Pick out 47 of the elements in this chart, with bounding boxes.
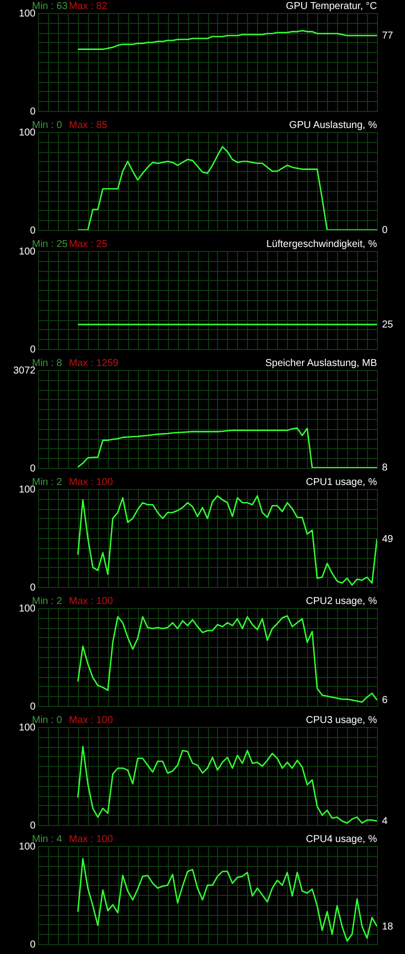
y-tick-label: 0: [30, 344, 36, 356]
line-series: [77, 615, 377, 703]
y-tick-label: 100: [18, 8, 36, 20]
text: 4: [382, 816, 388, 828]
y-tick-label: 100: [18, 722, 36, 734]
text: Max : 82: [69, 1, 108, 12]
text: 25: [382, 320, 394, 330]
line-series: [77, 746, 377, 824]
chart-title: CPU4 usage, %: [306, 834, 378, 845]
text: 18: [382, 921, 394, 932]
text: 49: [382, 534, 394, 545]
chart-title: CPU1 usage, %: [306, 477, 378, 488]
text: 0: [382, 225, 388, 236]
y-tick-label: 0: [30, 820, 36, 832]
chart-title: CPU3 usage, %: [306, 715, 378, 726]
text: Max : 100: [69, 715, 114, 726]
text: Max : 1259: [69, 358, 119, 369]
line-series: [77, 495, 377, 586]
y-tick-label: 0: [30, 582, 36, 594]
line-series: [77, 146, 377, 230]
text: 6: [382, 695, 388, 706]
chart-title: GPU Temperatur, °C: [286, 1, 377, 12]
y-tick-label: 100: [18, 484, 36, 496]
text: Max : 85: [69, 120, 108, 131]
y-tick-label: 0: [30, 702, 36, 712]
chart-title: GPU Auslastung, %: [289, 120, 378, 131]
y-tick-label: 0: [30, 226, 36, 236]
chart-title: CPU2 usage, %: [306, 596, 378, 607]
y-tick-label: 0: [30, 940, 36, 950]
y-tick-label: 100: [18, 246, 36, 258]
text: Max : 25: [69, 239, 108, 250]
chart-title: Speicher Auslastung, MB: [265, 358, 378, 369]
text: 8: [382, 462, 388, 474]
chart-title: Lüftergeschwindigkeit, %: [266, 239, 378, 250]
y-tick-label: 3072: [13, 366, 36, 376]
line-series: [77, 30, 377, 50]
text: Max : 100: [69, 596, 114, 607]
line-series: [77, 427, 377, 468]
text: Max : 100: [69, 834, 114, 845]
y-tick-label: 100: [18, 128, 36, 138]
y-tick-label: 100: [18, 604, 36, 614]
y-tick-label: 100: [18, 842, 36, 852]
text: 77: [382, 30, 394, 42]
y-tick-label: 0: [30, 464, 36, 474]
y-tick-label: 0: [30, 106, 36, 118]
line-series: [77, 858, 377, 942]
text: Max : 100: [69, 477, 114, 488]
